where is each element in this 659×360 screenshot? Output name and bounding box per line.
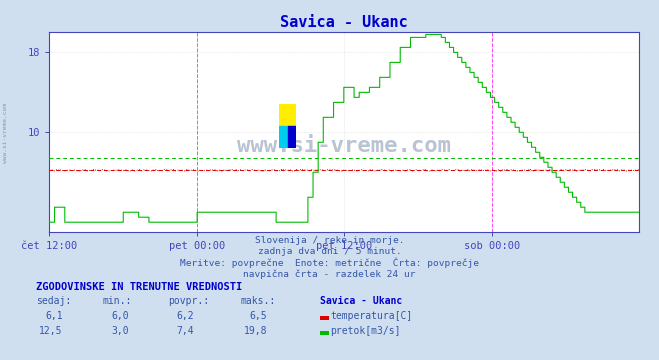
Text: min.:: min.: [102, 296, 132, 306]
Text: temperatura[C]: temperatura[C] [330, 311, 413, 321]
Text: 6,0: 6,0 [111, 311, 129, 321]
Text: 7,4: 7,4 [177, 326, 194, 336]
Text: Slovenija / reke in morje.: Slovenija / reke in morje. [255, 236, 404, 245]
Text: www.si-vreme.com: www.si-vreme.com [3, 103, 8, 163]
Text: navpična črta - razdelek 24 ur: navpična črta - razdelek 24 ur [243, 270, 416, 279]
Title: Savica - Ukanc: Savica - Ukanc [281, 15, 408, 30]
Text: zadnja dva dni / 5 minut.: zadnja dva dni / 5 minut. [258, 247, 401, 256]
Text: sedaj:: sedaj: [36, 296, 71, 306]
Text: Savica - Ukanc: Savica - Ukanc [320, 296, 402, 306]
Text: 6,5: 6,5 [249, 311, 267, 321]
Text: www.si-vreme.com: www.si-vreme.com [237, 136, 451, 156]
Text: 19,8: 19,8 [243, 326, 267, 336]
Text: maks.:: maks.: [241, 296, 275, 306]
Text: ZGODOVINSKE IN TRENUTNE VREDNOSTI: ZGODOVINSKE IN TRENUTNE VREDNOSTI [36, 282, 243, 292]
Text: pretok[m3/s]: pretok[m3/s] [330, 326, 401, 336]
Text: 6,1: 6,1 [45, 311, 63, 321]
Text: 12,5: 12,5 [39, 326, 63, 336]
Text: povpr.:: povpr.: [168, 296, 209, 306]
Text: 3,0: 3,0 [111, 326, 129, 336]
Text: 6,2: 6,2 [177, 311, 194, 321]
Text: Meritve: povprečne  Enote: metrične  Črta: povprečje: Meritve: povprečne Enote: metrične Črta:… [180, 258, 479, 269]
